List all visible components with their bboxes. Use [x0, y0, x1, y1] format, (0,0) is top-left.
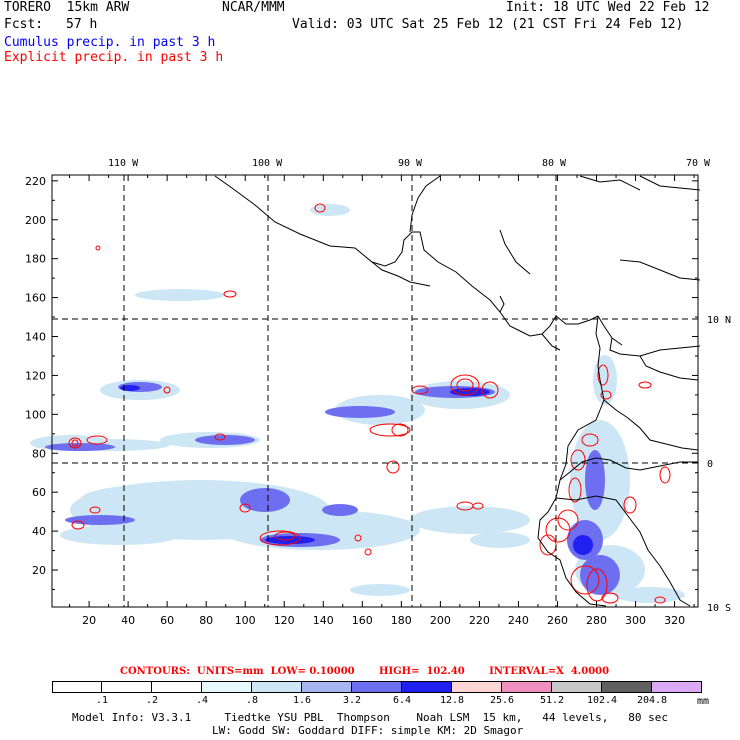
y-tick-label: 100	[25, 408, 46, 421]
colorbar-label: 204.8	[636, 695, 668, 706]
map-frame	[51, 174, 699, 608]
colorbar-label: .8	[245, 695, 259, 706]
y-tick-label: 160	[25, 292, 46, 305]
colorbar-label: .2	[145, 695, 159, 706]
colorbar-label: 1.6	[292, 695, 312, 706]
header-fcst-label: Fcst:	[4, 17, 44, 32]
x-tick-label: 160	[352, 614, 373, 627]
y-tick-label: 120	[25, 369, 46, 382]
colorbar-swatch	[352, 681, 402, 693]
colorbar-label: .4	[195, 695, 209, 706]
y-tick-label: 60	[32, 486, 46, 499]
x-tick-label: 180	[391, 614, 412, 627]
colorbar-swatch	[602, 681, 652, 693]
colorbar-swatch	[652, 681, 702, 693]
colorbar-swatch	[102, 681, 152, 693]
lon-label-100w: 100 W	[252, 158, 283, 169]
colorbar-label: 102.4	[586, 695, 618, 706]
colorbar-swatch	[252, 681, 302, 693]
x-tick-label: 60	[160, 614, 174, 627]
header-model: TORERO 15km ARW	[4, 0, 130, 15]
y-tick-label: 200	[25, 214, 46, 227]
x-tick-label: 240	[508, 614, 529, 627]
lon-label-110w: 110 W	[108, 158, 139, 169]
colorbar-swatch	[552, 681, 602, 693]
lat-label-10s: 10 S	[707, 603, 731, 614]
header-fcst-value: 57 h	[66, 17, 98, 32]
x-tick-label: 100	[235, 614, 256, 627]
colorbar-swatch	[52, 681, 102, 693]
header-init: Init: 18 UTC Wed 22 Feb 12	[506, 0, 710, 15]
graticule	[52, 175, 698, 607]
x-tick-label: 140	[313, 614, 334, 627]
x-tick-label: 80	[199, 614, 213, 627]
y-tick-label: 80	[32, 447, 46, 460]
y-tick-label: 20	[32, 564, 46, 577]
y-tick-label: 140	[25, 331, 46, 344]
y-tick-label: 220	[25, 175, 46, 188]
lon-label-70w: 70 W	[686, 158, 711, 169]
header-cumulus: Cumulus precip. in past 3 h	[4, 35, 216, 50]
header-org: NCAR/MMM	[222, 0, 285, 15]
colorbar-label: 51.2	[539, 695, 565, 706]
x-tick-label: 40	[121, 614, 135, 627]
model-info-line2: LW: Godd SW: Goddard DIFF: simple KM: 2D…	[212, 724, 524, 737]
x-tick-label: 280	[586, 614, 607, 627]
colorbar-unit: mm	[697, 696, 710, 707]
header-explicit: Explicit precip. in past 3 h	[4, 50, 224, 65]
explicit-precip-contours	[68, 203, 671, 604]
colorbar-swatch	[402, 681, 452, 693]
colorbar-swatch	[302, 681, 352, 693]
x-tick-label: 300	[625, 614, 646, 627]
colorbar-label: .1	[95, 695, 109, 706]
colorbar-swatch	[202, 681, 252, 693]
y-tick-label: 180	[25, 253, 46, 266]
coastlines	[214, 175, 701, 607]
lon-label-80w: 80 W	[542, 158, 567, 169]
colorbar-label: 3.2	[342, 695, 362, 706]
lat-label-0: 0	[707, 459, 713, 470]
x-tick-label: 220	[469, 614, 490, 627]
cumulus-precip-areas	[30, 204, 685, 603]
colorbar-label: 25.6	[489, 695, 515, 706]
colorbar-swatch	[452, 681, 502, 693]
lon-label-90w: 90 W	[398, 158, 423, 169]
header-valid: Valid: 03 UTC Sat 25 Feb 12 (21 CST Fri …	[292, 17, 684, 32]
colorbar-swatch	[152, 681, 202, 693]
x-tick-label: 200	[430, 614, 451, 627]
x-tick-label: 260	[547, 614, 568, 627]
x-tick-label: 20	[82, 614, 96, 627]
lat-label-10n: 10 N	[707, 315, 731, 326]
x-tick-label: 120	[274, 614, 295, 627]
axis-ticks	[52, 175, 698, 607]
colorbar-label: 6.4	[392, 695, 412, 706]
model-info-line1: Model Info: V3.3.1 Tiedtke YSU PBL Thomp…	[72, 711, 669, 724]
colorbar-swatch	[502, 681, 552, 693]
contours-info: CONTOURS: UNITS=mm LOW= 0.10000 HIGH= 10…	[120, 666, 610, 677]
y-tick-label: 40	[32, 525, 46, 538]
colorbar-label: 12.8	[439, 695, 465, 706]
x-tick-label: 320	[664, 614, 685, 627]
